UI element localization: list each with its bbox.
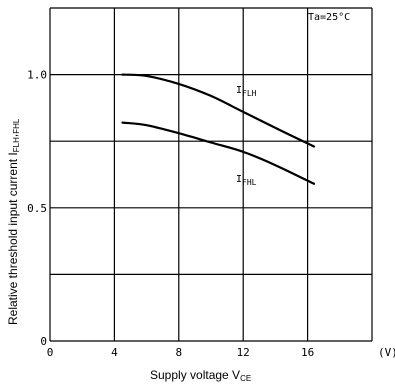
series-layer bbox=[121, 73, 316, 185]
temperature-annotation: Ta=25°C bbox=[308, 12, 350, 23]
x-axis-title-base: Supply voltage V bbox=[150, 368, 240, 382]
x-axis-title: Supply voltage VCE bbox=[150, 368, 251, 383]
y-axis-title-sep: , bbox=[6, 134, 20, 137]
y-axis-title-sub2: FHL bbox=[12, 118, 21, 134]
x-axis-title-sub: CE bbox=[240, 374, 251, 383]
series-line-flh bbox=[121, 73, 316, 148]
x-tick-label: 0 bbox=[47, 346, 54, 359]
y-axis-title-sub1: FLH bbox=[12, 137, 21, 152]
series-label-flh-sub: FLH bbox=[242, 89, 257, 98]
x-axis-unit: (V) bbox=[378, 346, 395, 359]
y-tick-label: 0 bbox=[40, 335, 47, 348]
series-label-fhl: IFHL bbox=[236, 174, 257, 187]
series-label-fhl-base: I bbox=[236, 174, 242, 185]
y-tick-label: 1.0 bbox=[27, 69, 47, 82]
y-axis-title-base: Relative threshold input current I bbox=[6, 152, 20, 325]
series-label-flh: IFLH bbox=[236, 85, 257, 98]
x-tick-label: 8 bbox=[175, 346, 182, 359]
series-label-fhl-sub: FHL bbox=[242, 178, 257, 187]
x-tick-label: 16 bbox=[301, 346, 314, 359]
tick-labels: 0 4 8 12 16 0 0.5 1.0 bbox=[27, 69, 314, 359]
x-tick-label: 12 bbox=[237, 346, 250, 359]
x-tick-label: 4 bbox=[111, 346, 118, 359]
grid bbox=[49, 7, 373, 342]
y-tick-label: 0.5 bbox=[27, 202, 47, 215]
y-axis-title: Relative threshold input current IFLH,FH… bbox=[6, 118, 21, 325]
series-line-fhl bbox=[121, 121, 316, 185]
series-label-flh-base: I bbox=[236, 85, 242, 96]
